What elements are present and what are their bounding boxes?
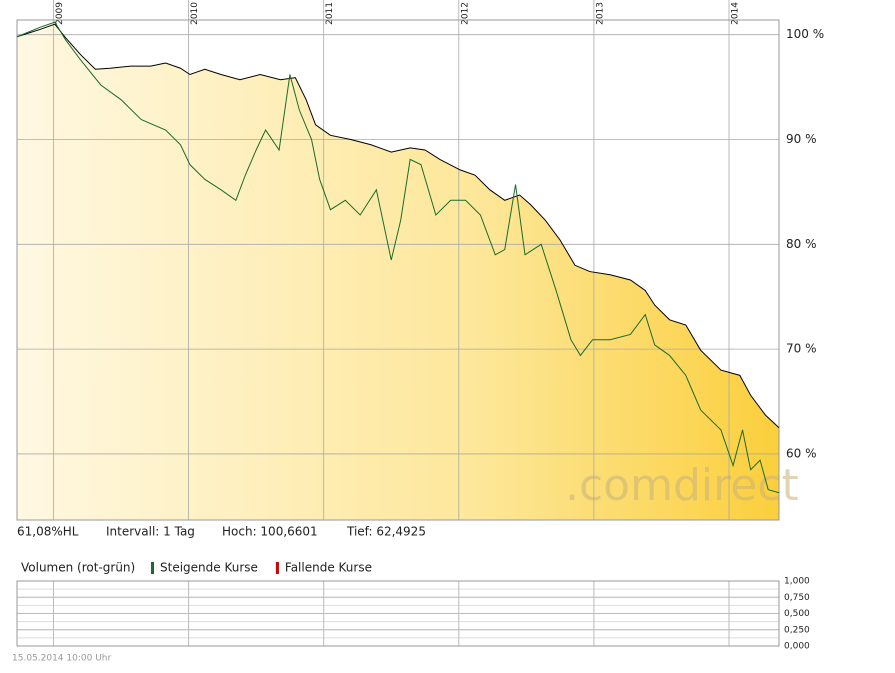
y-tick-label: 0,500: [784, 609, 810, 619]
area-fill: [17, 24, 779, 521]
y-tick-label: 100 %: [786, 27, 824, 41]
y-tick-label: 60 %: [786, 446, 817, 460]
y-tick-label: 80 %: [786, 237, 817, 251]
y-tick-label: 70 %: [786, 342, 817, 356]
volume-title: Volumen (rot-grün): [21, 561, 135, 575]
watermark: .comdirect: [565, 460, 799, 511]
x-tick-label: 2014: [731, 2, 741, 25]
x-tick-label: 2013: [595, 2, 605, 25]
legend-label: Steigende Kurse: [160, 561, 258, 575]
info-text: 61,08%HL: [17, 525, 79, 539]
plot-frame: [16, 19, 780, 521]
info-text: Tief: 62,4925: [346, 525, 426, 539]
info-text: Hoch: 100,6601: [222, 525, 318, 539]
legend-label: Fallende Kurse: [285, 561, 372, 575]
y-tick-label: 0,750: [784, 593, 810, 603]
info-text: Intervall: 1 Tag: [106, 525, 195, 539]
x-tick-label: 2011: [325, 2, 335, 25]
footer: 15.05.2014 10:00 Uhr: [12, 654, 111, 664]
x-tick-label: 2010: [190, 2, 200, 25]
volume-frame: [16, 580, 780, 647]
x-tick-label: 2009: [55, 2, 65, 25]
series-line: [16, 23, 780, 429]
y-tick-label: 0,250: [784, 625, 810, 635]
legend-swatch: [275, 562, 279, 574]
y-tick-label: 1,000: [784, 577, 810, 587]
series-line: [16, 21, 780, 494]
y-tick-label: 0,000: [784, 642, 810, 652]
y-tick-label: 90 %: [786, 132, 817, 146]
x-tick-label: 2012: [460, 2, 470, 25]
legend-swatch: [151, 562, 154, 574]
